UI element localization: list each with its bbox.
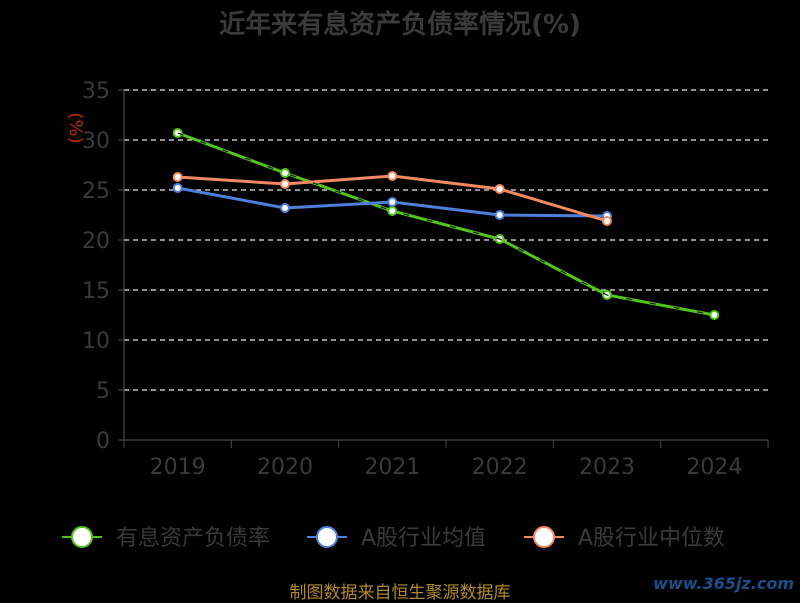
data-point [387, 206, 398, 216]
x-tick-label: 2024 [686, 455, 742, 480]
legend-marker [533, 526, 555, 548]
y-tick-label: 15 [82, 279, 110, 304]
data-point [387, 197, 398, 207]
y-tick-label: 0 [96, 429, 110, 454]
y-tick-label: 30 [82, 129, 110, 154]
data-point [494, 184, 505, 194]
legend-marker [316, 526, 338, 548]
data-point [709, 310, 720, 320]
y-tick-label: 35 [82, 79, 110, 104]
y-tick-label: 25 [82, 179, 110, 204]
legend-label: A股行业均值 [361, 526, 486, 551]
data-point [172, 172, 183, 182]
data-point [494, 210, 505, 220]
y-tick-label: 20 [82, 229, 110, 254]
x-tick-label: 2022 [472, 455, 528, 480]
data-point [280, 203, 290, 213]
watermark-logo: www.365jz.com [653, 574, 794, 593]
x-tick-label: 2023 [579, 455, 635, 480]
legend-marker [71, 526, 93, 548]
legend-label: 有息资产负债率 [116, 526, 270, 551]
x-tick-label: 2019 [150, 455, 206, 480]
chart-title: 近年来有息资产负债率情况(%) [219, 10, 581, 40]
data-point [387, 171, 398, 181]
series-line-1 [177, 131, 715, 317]
legend-label: A股行业中位数 [578, 526, 725, 551]
x-tick-label: 2020 [257, 455, 313, 480]
data-point [172, 183, 183, 193]
data-point [280, 168, 290, 178]
y-tick-label: 5 [96, 379, 110, 404]
data-point [602, 216, 612, 226]
y-tick-label: 10 [82, 329, 110, 354]
x-tick-label: 2021 [364, 455, 420, 480]
data-source-note: 制图数据来自恒生聚源数据库 [289, 583, 511, 603]
data-point [280, 179, 290, 189]
y-axis-label: (%) [65, 112, 86, 143]
